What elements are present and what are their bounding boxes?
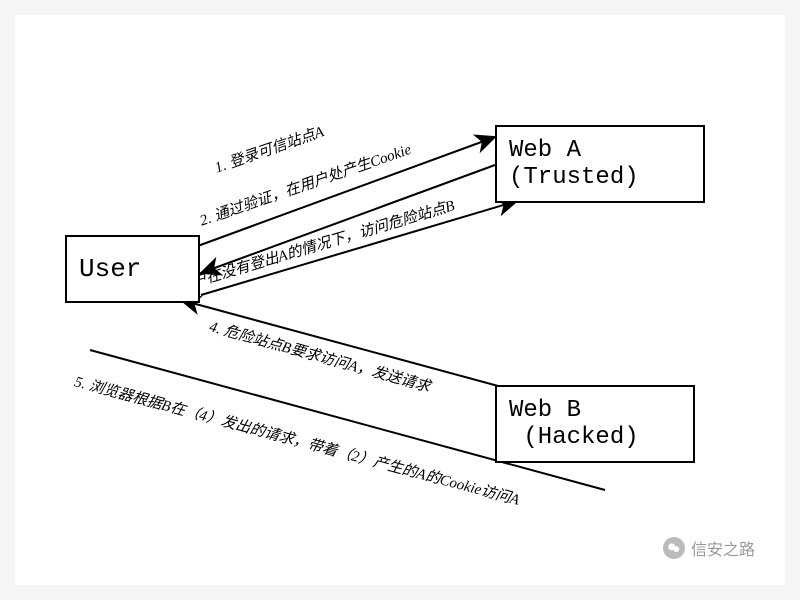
node-user: User: [65, 235, 200, 303]
node-web-a: Web A (Trusted): [495, 125, 705, 203]
node-user-label: User: [79, 254, 141, 284]
edge-e4: [181, 300, 513, 390]
diagram-canvas: User Web A (Trusted) Web B (Hacked) 1. 登…: [15, 15, 785, 585]
watermark-text: 信安之路: [691, 536, 755, 560]
node-web-a-label: Web A (Trusted): [509, 137, 639, 191]
node-web-b: Web B (Hacked): [495, 385, 695, 463]
watermark: 信安之路: [663, 536, 755, 560]
node-web-b-label: Web B (Hacked): [509, 397, 639, 451]
wechat-icon: [663, 537, 685, 559]
